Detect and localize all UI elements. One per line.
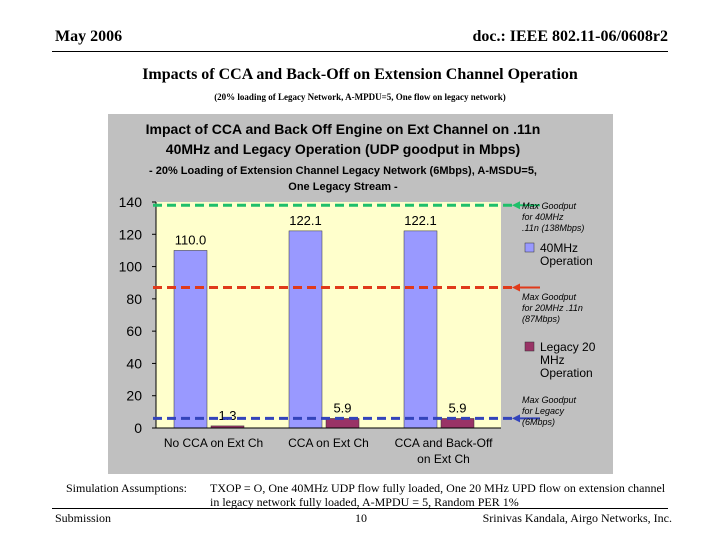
header-divider — [52, 51, 668, 52]
reference-arrowhead — [512, 283, 520, 292]
bar-chart: Impact of CCA and Back Off Engine on Ext… — [108, 114, 613, 474]
legend-label: Legacy 20 — [540, 340, 596, 354]
footer-author: Srinivas Kandala, Airgo Networks, Inc. — [482, 511, 672, 525]
bar-data-label: 122.1 — [289, 213, 322, 228]
header-doc-id: doc.: IEEE 802.11-06/0608r2 — [472, 28, 668, 45]
chart-title-line: Impact of CCA and Back Off Engine on Ext… — [146, 121, 541, 137]
y-tick-label: 20 — [126, 388, 142, 404]
slide-title: Impacts of CCA and Back-Off on Extension… — [142, 66, 578, 83]
legend-label: MHz — [540, 353, 565, 367]
bar-data-label: 1.3 — [218, 408, 236, 423]
y-tick-label: 0 — [134, 420, 142, 436]
reference-label: Max Goodput — [522, 292, 577, 302]
footer-divider — [52, 508, 668, 509]
chart-title-line: 40MHz and Legacy Operation (UDP goodput … — [166, 141, 520, 157]
bar — [173, 250, 208, 429]
y-tick-label: 80 — [126, 291, 142, 307]
legend-label: Operation — [540, 366, 593, 380]
reference-label: Max Goodput — [522, 395, 577, 405]
plot-area — [156, 202, 501, 428]
reference-label: Max Goodput — [522, 201, 577, 211]
chart-title-line: - 20% Loading of Extension Channel Legac… — [149, 165, 537, 177]
bar — [325, 418, 360, 429]
assumptions-text: TXOP = O, One 40MHz UDP flow fully loade… — [210, 481, 675, 509]
bar — [440, 418, 475, 429]
legend-swatch — [524, 242, 535, 253]
x-category-label: CCA on Ext Ch — [288, 436, 369, 450]
reference-label: for 40MHz — [522, 212, 564, 222]
legend-swatch — [524, 341, 535, 352]
header-date: May 2006 — [55, 28, 123, 45]
assumptions-line-1: TXOP = O, One 40MHz UDP flow fully loade… — [210, 481, 666, 495]
footer-submission: Submission — [55, 511, 112, 525]
x-category-label: CCA and Back-Off — [395, 436, 493, 450]
chart-title-line: One Legacy Stream - — [288, 181, 398, 193]
bar-data-label: 122.1 — [404, 213, 437, 228]
slide-subtitle: (20% loading of Legacy Network, A-MPDU=5… — [214, 92, 506, 102]
legend-label: Operation — [540, 254, 593, 268]
assumptions-label: Simulation Assumptions: — [66, 481, 188, 495]
legend-label: 40MHz — [540, 241, 578, 255]
reference-label: for 20MHz .11n — [522, 303, 583, 313]
bar — [403, 230, 438, 429]
reference-label: .11n (138Mbps) — [522, 223, 584, 233]
y-tick-label: 40 — [126, 355, 142, 371]
footer-page-number: 10 — [355, 511, 367, 525]
reference-label: (6Mbps) — [522, 417, 555, 427]
x-category-label: on Ext Ch — [417, 452, 470, 466]
bar-data-label: 110.0 — [175, 232, 207, 247]
y-tick-label: 140 — [119, 194, 143, 210]
y-tick-label: 60 — [126, 323, 142, 339]
y-tick-label: 120 — [119, 226, 143, 242]
y-tick-label: 100 — [119, 259, 143, 275]
x-category-label: No CCA on Ext Ch — [164, 436, 263, 450]
chart-container: Impact of CCA and Back Off Engine on Ext… — [108, 114, 613, 474]
reference-label: (87Mbps) — [522, 314, 560, 324]
bar-data-label: 5.9 — [333, 400, 351, 415]
reference-label: for Legacy — [522, 406, 565, 416]
reference-arrowhead — [512, 201, 520, 210]
assumptions-line-2: in legacy network fully loaded, A-MPDU =… — [210, 495, 519, 509]
bar-data-label: 5.9 — [448, 400, 466, 415]
reference-arrowhead — [512, 414, 520, 423]
bar — [288, 230, 323, 429]
